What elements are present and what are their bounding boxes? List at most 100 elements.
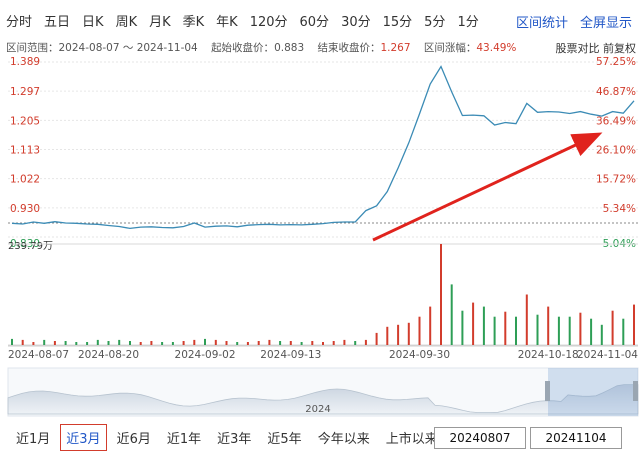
volume-bar <box>204 338 206 345</box>
tab-30min[interactable]: 30分 <box>341 14 371 30</box>
volume-bar <box>472 302 475 345</box>
volume-bar <box>568 316 571 345</box>
volume-bar <box>611 310 614 345</box>
tab-monthly-k[interactable]: 月K <box>149 14 171 30</box>
y-left-tick-label: 1.022 <box>10 174 40 186</box>
range-3m-button[interactable]: 近3月 <box>60 423 107 451</box>
volume-bar <box>11 338 13 345</box>
fullscreen-link[interactable]: 全屏显示 <box>579 16 632 31</box>
x-tick-label: 2024-09-13 <box>260 349 321 361</box>
overview-area <box>7 384 639 415</box>
y-right-tick-label: 57.25% <box>596 56 636 68</box>
range-since-listing-button[interactable]: 上市以来 <box>385 431 438 447</box>
volume-bar <box>386 326 389 345</box>
tab-60min[interactable]: 60分 <box>299 14 330 30</box>
volume-bar <box>547 306 550 345</box>
tab-120min[interactable]: 120分 <box>249 14 288 30</box>
volume-bar <box>53 341 56 345</box>
tab-5day[interactable]: 五日 <box>44 14 71 30</box>
range-button-bar: 近1月 近3月 近6月 近1年 近3年 近5年 今年以来 上市以来 <box>0 422 640 451</box>
volume-bar <box>633 304 635 345</box>
tab-daily-k[interactable]: 日K <box>82 14 104 30</box>
overview-handle-right[interactable] <box>633 381 638 401</box>
y-left-tick-label: 1.113 <box>10 145 40 157</box>
overview-navigator[interactable]: 2024 <box>7 367 639 417</box>
tab-15min[interactable]: 15分 <box>382 14 413 30</box>
volume-bar <box>118 339 121 345</box>
y-right-tick-label: 15.72% <box>596 174 636 186</box>
volume-bar <box>354 341 357 345</box>
volume-bar <box>182 341 185 345</box>
x-tick-label: 2024-11-04 <box>577 349 638 361</box>
volume-bar <box>364 339 367 345</box>
volume-bar <box>536 314 539 345</box>
start-date-input[interactable]: 20240807 <box>434 427 526 449</box>
volume-bar <box>461 310 464 345</box>
volume-bar <box>504 311 507 345</box>
range-3y-button[interactable]: 近3年 <box>217 431 252 447</box>
end-date-input[interactable]: 20241104 <box>530 427 622 449</box>
range-label: 区间范围： <box>6 42 59 54</box>
volume-bar <box>139 342 142 345</box>
change-label: 区间涨幅： <box>423 42 477 54</box>
volume-bar <box>322 342 324 345</box>
volume-bar <box>622 318 625 345</box>
volume-bar <box>375 332 378 345</box>
range-1y-button[interactable]: 近1年 <box>166 431 202 447</box>
volume-bar <box>214 339 217 345</box>
volume-bar <box>279 341 282 345</box>
volume-bar <box>75 342 78 345</box>
tab-quarterly-k[interactable]: 季K <box>182 14 205 30</box>
y-right-tick-label: 26.10% <box>596 145 636 157</box>
volume-bar <box>493 316 496 345</box>
tab-1min[interactable]: 1分 <box>457 14 479 30</box>
volume-bar <box>107 341 110 345</box>
forward-adjust-button[interactable]: 前复权 <box>603 42 636 55</box>
volume-bar <box>150 341 153 345</box>
start-price-label: 起始收盘价： <box>211 42 275 54</box>
volume-bar <box>525 294 528 345</box>
stock-compare-button[interactable]: 股票对比 <box>555 42 600 55</box>
y-left-tick-label: 1.205 <box>10 115 40 127</box>
volume-bar <box>64 341 67 345</box>
y-right-tick-label: 36.49% <box>596 115 636 127</box>
volume-bar <box>440 244 442 345</box>
tab-intraday[interactable]: 分时 <box>6 14 33 30</box>
volume-bar <box>590 318 593 345</box>
tab-weekly-k[interactable]: 周K <box>115 14 138 30</box>
y-left-tick-label: 1.297 <box>10 86 40 98</box>
volume-bar <box>289 341 292 345</box>
price-line <box>11 65 635 230</box>
overview-handle-left[interactable] <box>545 381 550 401</box>
volume-bar <box>515 316 517 345</box>
range-6m-button[interactable]: 近6月 <box>116 431 151 447</box>
y-axis-right: 57.25%46.87%36.49%26.10%15.72%5.34%-5.04… <box>596 56 636 250</box>
overview-year-label: 2024 <box>305 404 330 415</box>
volume-bar <box>86 342 89 345</box>
range-stats-link[interactable]: 区间统计 <box>515 16 568 31</box>
volume-bar <box>429 306 432 345</box>
volume-bar <box>397 324 400 345</box>
x-tick-label: 2024-08-20 <box>78 349 139 361</box>
volume-bar <box>246 342 249 345</box>
volume-bar <box>161 342 164 345</box>
volume-bar <box>236 342 239 345</box>
range-5y-button[interactable]: 近5年 <box>267 431 302 447</box>
volume-bar <box>579 312 582 345</box>
volume-bar <box>311 341 314 345</box>
volume-bar <box>482 306 485 345</box>
range-1m-button[interactable]: 近1月 <box>16 431 51 447</box>
overview-selection[interactable] <box>548 368 638 416</box>
y-left-tick-label: 0.930 <box>10 203 40 215</box>
tab-5min[interactable]: 5分 <box>424 14 446 30</box>
price-grid <box>8 61 638 238</box>
volume-grid <box>8 243 638 346</box>
y-right-tick-label: 5.34% <box>603 203 636 215</box>
tab-yearly-k[interactable]: 年K <box>216 14 238 30</box>
volume-bar <box>32 342 35 345</box>
volume-bar <box>129 341 131 345</box>
volume-max-label: 239.79万 <box>8 241 53 252</box>
range-ytd-button[interactable]: 今年以来 <box>317 431 370 447</box>
